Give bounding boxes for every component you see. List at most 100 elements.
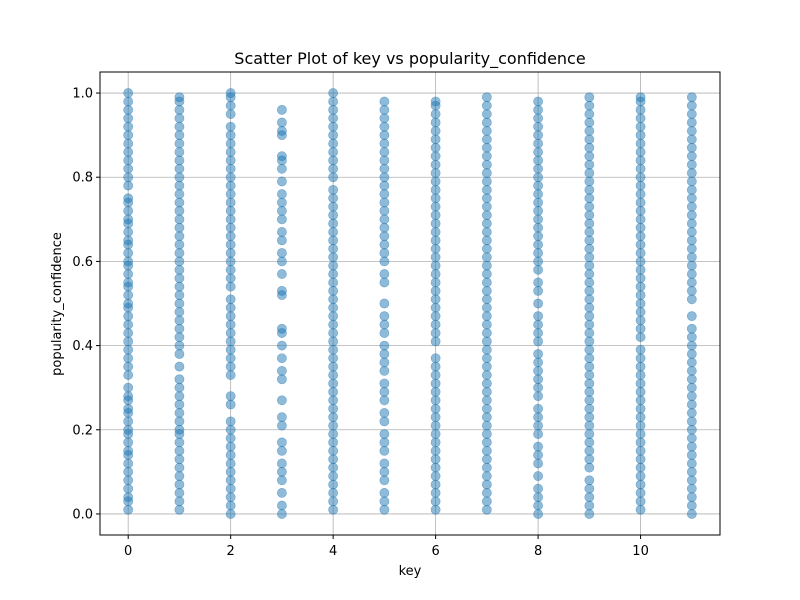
scatter-point bbox=[277, 256, 287, 267]
scatter-point bbox=[635, 214, 646, 225]
scatter-point bbox=[174, 214, 185, 225]
scatter-point bbox=[481, 395, 492, 406]
scatter-point bbox=[533, 264, 543, 275]
scatter-point bbox=[379, 147, 390, 157]
scatter-point bbox=[481, 159, 492, 170]
scatter-point bbox=[533, 420, 543, 431]
scatter-point bbox=[430, 243, 441, 254]
scatter-point bbox=[277, 395, 287, 406]
scatter-point bbox=[635, 437, 646, 448]
scatter-point bbox=[277, 227, 287, 237]
scatter-point bbox=[379, 340, 390, 351]
scatter-point bbox=[174, 349, 185, 359]
scatter-point bbox=[174, 189, 185, 199]
scatter-point bbox=[686, 466, 697, 477]
scatter-point bbox=[379, 475, 390, 486]
scatter-point bbox=[584, 403, 595, 414]
scatter-point bbox=[174, 416, 185, 427]
scatter-point bbox=[481, 151, 492, 162]
scatter-point bbox=[686, 252, 697, 263]
scatter-point bbox=[481, 471, 492, 481]
scatter-point bbox=[481, 100, 492, 111]
scatter-point bbox=[686, 424, 697, 435]
scatter-point bbox=[328, 210, 339, 221]
scatter-point bbox=[174, 391, 185, 401]
scatter-point bbox=[430, 336, 441, 347]
scatter-point bbox=[277, 269, 287, 279]
scatter-point bbox=[584, 117, 595, 128]
scatter-point bbox=[174, 155, 185, 166]
scatter-point bbox=[225, 492, 236, 503]
scatter-point bbox=[225, 214, 236, 225]
scatter-point bbox=[123, 269, 134, 279]
scatter-point bbox=[225, 248, 236, 258]
scatter-point bbox=[123, 437, 134, 448]
scatter-point bbox=[277, 189, 287, 199]
scatter-point bbox=[635, 273, 646, 284]
scatter-point bbox=[635, 454, 646, 465]
scatter-point bbox=[328, 395, 339, 406]
scatter-point bbox=[635, 155, 646, 166]
scatter-point bbox=[328, 218, 339, 229]
scatter-point bbox=[686, 193, 697, 204]
scatter-point bbox=[686, 235, 697, 246]
scatter-point bbox=[686, 416, 697, 427]
scatter-point bbox=[328, 420, 339, 431]
scatter-point bbox=[430, 395, 441, 406]
scatter-point bbox=[174, 92, 185, 103]
scatter-point bbox=[481, 361, 492, 372]
scatter-point bbox=[430, 361, 441, 372]
scatter-point bbox=[225, 189, 236, 199]
scatter-point bbox=[481, 285, 492, 296]
scatter-point bbox=[686, 151, 697, 162]
scatter-point bbox=[379, 437, 390, 448]
scatter-point bbox=[174, 281, 185, 292]
scatter-point bbox=[481, 353, 492, 364]
scatter-point bbox=[123, 492, 134, 503]
scatter-point bbox=[379, 269, 390, 279]
scatter-point bbox=[328, 104, 339, 115]
scatter-point bbox=[686, 391, 697, 401]
scatter-point bbox=[635, 488, 646, 498]
scatter-point bbox=[481, 403, 492, 414]
scatter-point bbox=[328, 319, 339, 330]
scatter-point bbox=[686, 311, 697, 322]
scatter-point bbox=[123, 328, 134, 338]
scatter-point bbox=[123, 336, 134, 347]
scatter-point bbox=[379, 113, 390, 124]
scatter-point bbox=[174, 307, 185, 317]
scatter-point bbox=[584, 483, 595, 494]
scatter-point bbox=[277, 437, 287, 448]
scatter-point bbox=[584, 159, 595, 170]
scatter-point bbox=[123, 403, 134, 414]
scatter-point bbox=[533, 298, 543, 309]
scatter-point bbox=[379, 386, 390, 397]
scatter-point bbox=[277, 340, 287, 351]
scatter-point bbox=[123, 445, 134, 456]
scatter-point bbox=[686, 458, 697, 469]
scatter-point bbox=[379, 180, 390, 191]
scatter-point bbox=[584, 235, 595, 246]
scatter-point bbox=[481, 176, 492, 187]
scatter-point bbox=[277, 176, 287, 187]
scatter-point bbox=[328, 277, 339, 288]
scatter-point bbox=[225, 109, 236, 119]
scatter-point bbox=[328, 471, 339, 481]
scatter-point bbox=[430, 285, 441, 296]
scatter-point bbox=[328, 88, 339, 98]
scatter-point bbox=[277, 235, 287, 246]
scatter-point bbox=[584, 184, 595, 195]
scatter-point bbox=[584, 100, 595, 111]
scatter-point bbox=[430, 159, 441, 170]
scatter-point bbox=[686, 201, 697, 212]
scatter-point bbox=[635, 121, 646, 132]
scatter-point bbox=[533, 277, 543, 288]
scatter-point bbox=[277, 500, 287, 511]
scatter-point bbox=[533, 121, 543, 132]
scatter-point bbox=[174, 298, 185, 309]
scatter-point bbox=[686, 294, 697, 305]
scatter-point bbox=[584, 260, 595, 271]
scatter-point bbox=[379, 504, 390, 515]
scatter-point bbox=[533, 205, 543, 216]
